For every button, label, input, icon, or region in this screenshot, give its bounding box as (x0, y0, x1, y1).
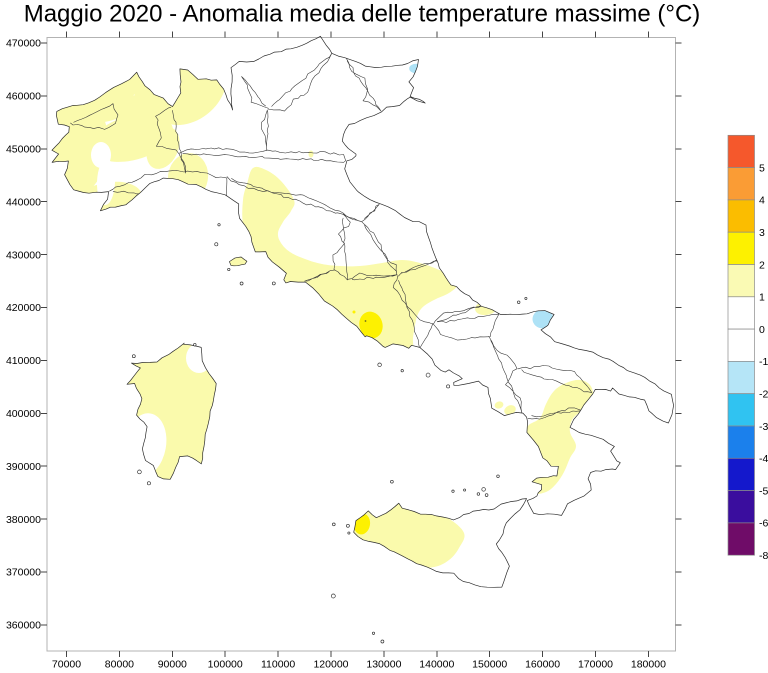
svg-text:100000: 100000 (208, 659, 243, 671)
svg-text:470000: 470000 (6, 38, 41, 50)
svg-text:70000: 70000 (52, 659, 81, 671)
svg-text:5: 5 (759, 162, 765, 174)
svg-text:180000: 180000 (631, 659, 666, 671)
svg-text:-8: -8 (759, 550, 768, 562)
svg-text:-3: -3 (759, 421, 768, 433)
svg-text:440000: 440000 (6, 196, 41, 208)
svg-text:130000: 130000 (366, 659, 401, 671)
svg-text:110000: 110000 (261, 659, 295, 671)
svg-text:430000: 430000 (6, 249, 41, 261)
svg-text:1: 1 (759, 292, 765, 304)
svg-text:380000: 380000 (6, 514, 41, 526)
svg-text:80000: 80000 (105, 659, 134, 671)
svg-text:90000: 90000 (158, 659, 187, 671)
svg-text:Maggio 2020 - Anomalia media d: Maggio 2020 - Anomalia media delle tempe… (24, 1, 701, 28)
svg-text:360000: 360000 (6, 620, 41, 632)
svg-text:-5: -5 (759, 485, 768, 497)
svg-text:160000: 160000 (525, 659, 560, 671)
svg-text:120000: 120000 (313, 659, 348, 671)
svg-text:3: 3 (759, 227, 765, 239)
svg-text:370000: 370000 (6, 567, 41, 579)
svg-text:460000: 460000 (6, 91, 41, 103)
svg-text:-2: -2 (759, 389, 768, 401)
svg-text:-1: -1 (759, 356, 768, 368)
svg-text:400000: 400000 (6, 408, 41, 420)
svg-text:450000: 450000 (6, 144, 41, 156)
svg-text:-4: -4 (759, 453, 768, 465)
svg-text:420000: 420000 (6, 302, 41, 314)
svg-text:4: 4 (759, 195, 765, 207)
svg-text:390000: 390000 (6, 461, 41, 473)
svg-text:2: 2 (759, 259, 765, 271)
svg-text:0: 0 (759, 324, 765, 336)
svg-text:170000: 170000 (578, 659, 613, 671)
svg-text:-6: -6 (759, 518, 768, 530)
svg-text:410000: 410000 (6, 355, 41, 367)
svg-text:140000: 140000 (419, 659, 454, 671)
svg-text:150000: 150000 (472, 659, 507, 671)
